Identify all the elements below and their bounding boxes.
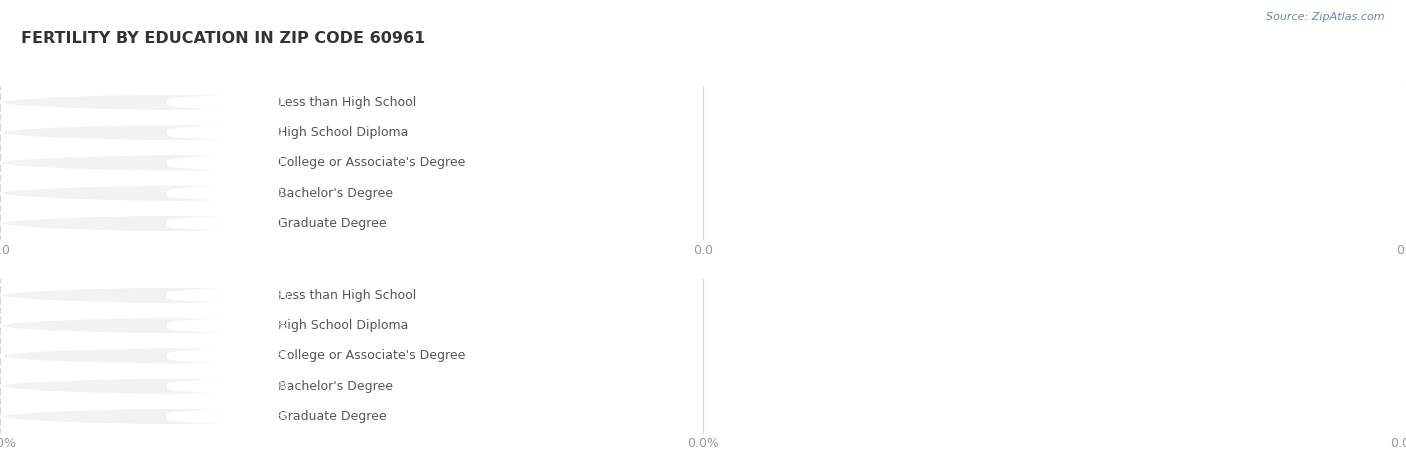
FancyBboxPatch shape: [0, 213, 506, 234]
FancyBboxPatch shape: [0, 182, 506, 204]
FancyBboxPatch shape: [108, 346, 522, 366]
Text: Less than High School: Less than High School: [278, 289, 416, 302]
FancyBboxPatch shape: [0, 152, 506, 174]
Text: 0.0%: 0.0%: [257, 410, 290, 423]
Text: Bachelor's Degree: Bachelor's Degree: [278, 380, 394, 393]
Text: Source: ZipAtlas.com: Source: ZipAtlas.com: [1267, 12, 1385, 22]
Text: High School Diploma: High School Diploma: [278, 126, 409, 139]
FancyBboxPatch shape: [108, 213, 522, 233]
FancyBboxPatch shape: [0, 122, 506, 144]
FancyBboxPatch shape: [108, 376, 522, 396]
FancyBboxPatch shape: [108, 316, 522, 336]
Text: 0.0: 0.0: [263, 126, 284, 139]
FancyBboxPatch shape: [108, 153, 522, 173]
Text: 0.0%: 0.0%: [257, 319, 290, 332]
FancyBboxPatch shape: [0, 345, 506, 367]
Text: 0.0: 0.0: [263, 157, 284, 169]
Text: Less than High School: Less than High School: [278, 96, 416, 109]
FancyBboxPatch shape: [108, 183, 522, 203]
FancyBboxPatch shape: [0, 285, 506, 306]
Text: FERTILITY BY EDUCATION IN ZIP CODE 60961: FERTILITY BY EDUCATION IN ZIP CODE 60961: [21, 31, 426, 46]
FancyBboxPatch shape: [0, 406, 506, 427]
Text: 0.0: 0.0: [263, 187, 284, 199]
FancyBboxPatch shape: [0, 315, 506, 337]
Text: Graduate Degree: Graduate Degree: [278, 410, 387, 423]
Text: Graduate Degree: Graduate Degree: [278, 217, 387, 230]
Text: Bachelor's Degree: Bachelor's Degree: [278, 187, 394, 199]
FancyBboxPatch shape: [108, 92, 522, 112]
Text: 0.0%: 0.0%: [257, 289, 290, 302]
Text: 0.0%: 0.0%: [257, 380, 290, 393]
FancyBboxPatch shape: [0, 91, 506, 113]
FancyBboxPatch shape: [0, 375, 506, 397]
FancyBboxPatch shape: [108, 123, 522, 143]
Text: 0.0%: 0.0%: [257, 349, 290, 362]
Text: 0.0: 0.0: [263, 217, 284, 230]
Text: College or Associate's Degree: College or Associate's Degree: [278, 157, 465, 169]
FancyBboxPatch shape: [108, 286, 522, 306]
Text: 0.0: 0.0: [263, 96, 284, 109]
Text: High School Diploma: High School Diploma: [278, 319, 409, 332]
FancyBboxPatch shape: [108, 407, 522, 426]
Text: College or Associate's Degree: College or Associate's Degree: [278, 349, 465, 362]
